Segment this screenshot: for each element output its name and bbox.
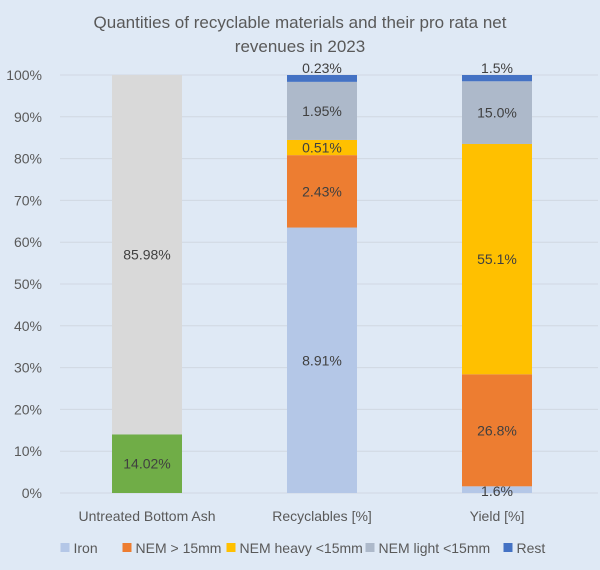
legend-label: NEM > 15mm bbox=[136, 540, 222, 556]
data-label: 26.8% bbox=[477, 422, 517, 438]
data-label: 85.98% bbox=[123, 247, 170, 263]
y-tick-label: 60% bbox=[14, 234, 42, 250]
bar-segment bbox=[112, 434, 182, 493]
bar-segment bbox=[287, 81, 357, 140]
chart-title-line-2: revenues in 2023 bbox=[235, 37, 365, 56]
y-tick-label: 100% bbox=[6, 67, 42, 83]
x-category-label: Recyclables [%] bbox=[272, 508, 372, 524]
x-axis: Untreated Bottom Ash Recyclables [%] Yield… bbox=[79, 508, 525, 524]
bar-segment bbox=[287, 155, 357, 228]
data-label: 8.91% bbox=[302, 352, 342, 368]
legend-label: Rest bbox=[517, 540, 546, 556]
y-tick-label: 0% bbox=[22, 485, 42, 501]
legend-label: Iron bbox=[74, 540, 98, 556]
legend-swatch bbox=[60, 543, 70, 552]
legend-label: NEM heavy <15mm bbox=[240, 540, 363, 556]
data-label: 1.6% bbox=[481, 483, 513, 499]
bar-segment bbox=[462, 81, 532, 144]
bar-segment bbox=[287, 227, 357, 494]
y-tick-label: 90% bbox=[14, 109, 42, 125]
y-axis: 0% 10% 20% 30% 40% 50% 60% 70% 80% 90% 100% bbox=[6, 67, 42, 501]
y-tick-label: 10% bbox=[14, 443, 42, 459]
y-tick-label: 50% bbox=[14, 276, 42, 292]
x-category-label: Yield [%] bbox=[470, 508, 525, 524]
x-category-label: Untreated Bottom Ash bbox=[79, 508, 216, 524]
legend-swatch bbox=[226, 543, 236, 552]
legend: Iron NEM > 15mm NEM heavy <15mm NEM light <… bbox=[60, 540, 546, 556]
bars bbox=[112, 75, 532, 494]
bar-segment bbox=[462, 374, 532, 487]
y-tick-label: 30% bbox=[14, 360, 42, 376]
bar-segment bbox=[462, 75, 532, 82]
bar-segment bbox=[462, 486, 532, 493]
bar-segment bbox=[462, 143, 532, 375]
bar-segment bbox=[112, 75, 182, 435]
data-label: 14.02% bbox=[123, 456, 170, 472]
legend-label: NEM light <15mm bbox=[379, 540, 491, 556]
data-label: 55.1% bbox=[477, 251, 517, 267]
y-tick-label: 40% bbox=[14, 318, 42, 334]
data-label: 2.43% bbox=[302, 183, 342, 199]
data-label: 15.0% bbox=[477, 105, 517, 121]
legend-swatch bbox=[365, 543, 375, 552]
bar-segment bbox=[287, 75, 357, 82]
legend-swatch bbox=[503, 543, 513, 552]
data-label: 1.5% bbox=[481, 60, 513, 76]
chart-title-line-1: Quantities of recyclable materials and t… bbox=[94, 13, 507, 32]
data-label: 0.23% bbox=[302, 60, 342, 76]
y-tick-label: 70% bbox=[14, 192, 42, 208]
data-label: 0.51% bbox=[302, 140, 342, 156]
legend-swatch bbox=[122, 543, 132, 552]
y-tick-label: 20% bbox=[14, 401, 42, 417]
y-tick-label: 80% bbox=[14, 151, 42, 167]
data-label: 1.95% bbox=[302, 103, 342, 119]
bar-segment bbox=[287, 139, 357, 156]
data-labels: 14.02% 85.98% 8.91% 2.43% 0.51% 1.95% 0.23% 1.6… bbox=[123, 60, 517, 499]
